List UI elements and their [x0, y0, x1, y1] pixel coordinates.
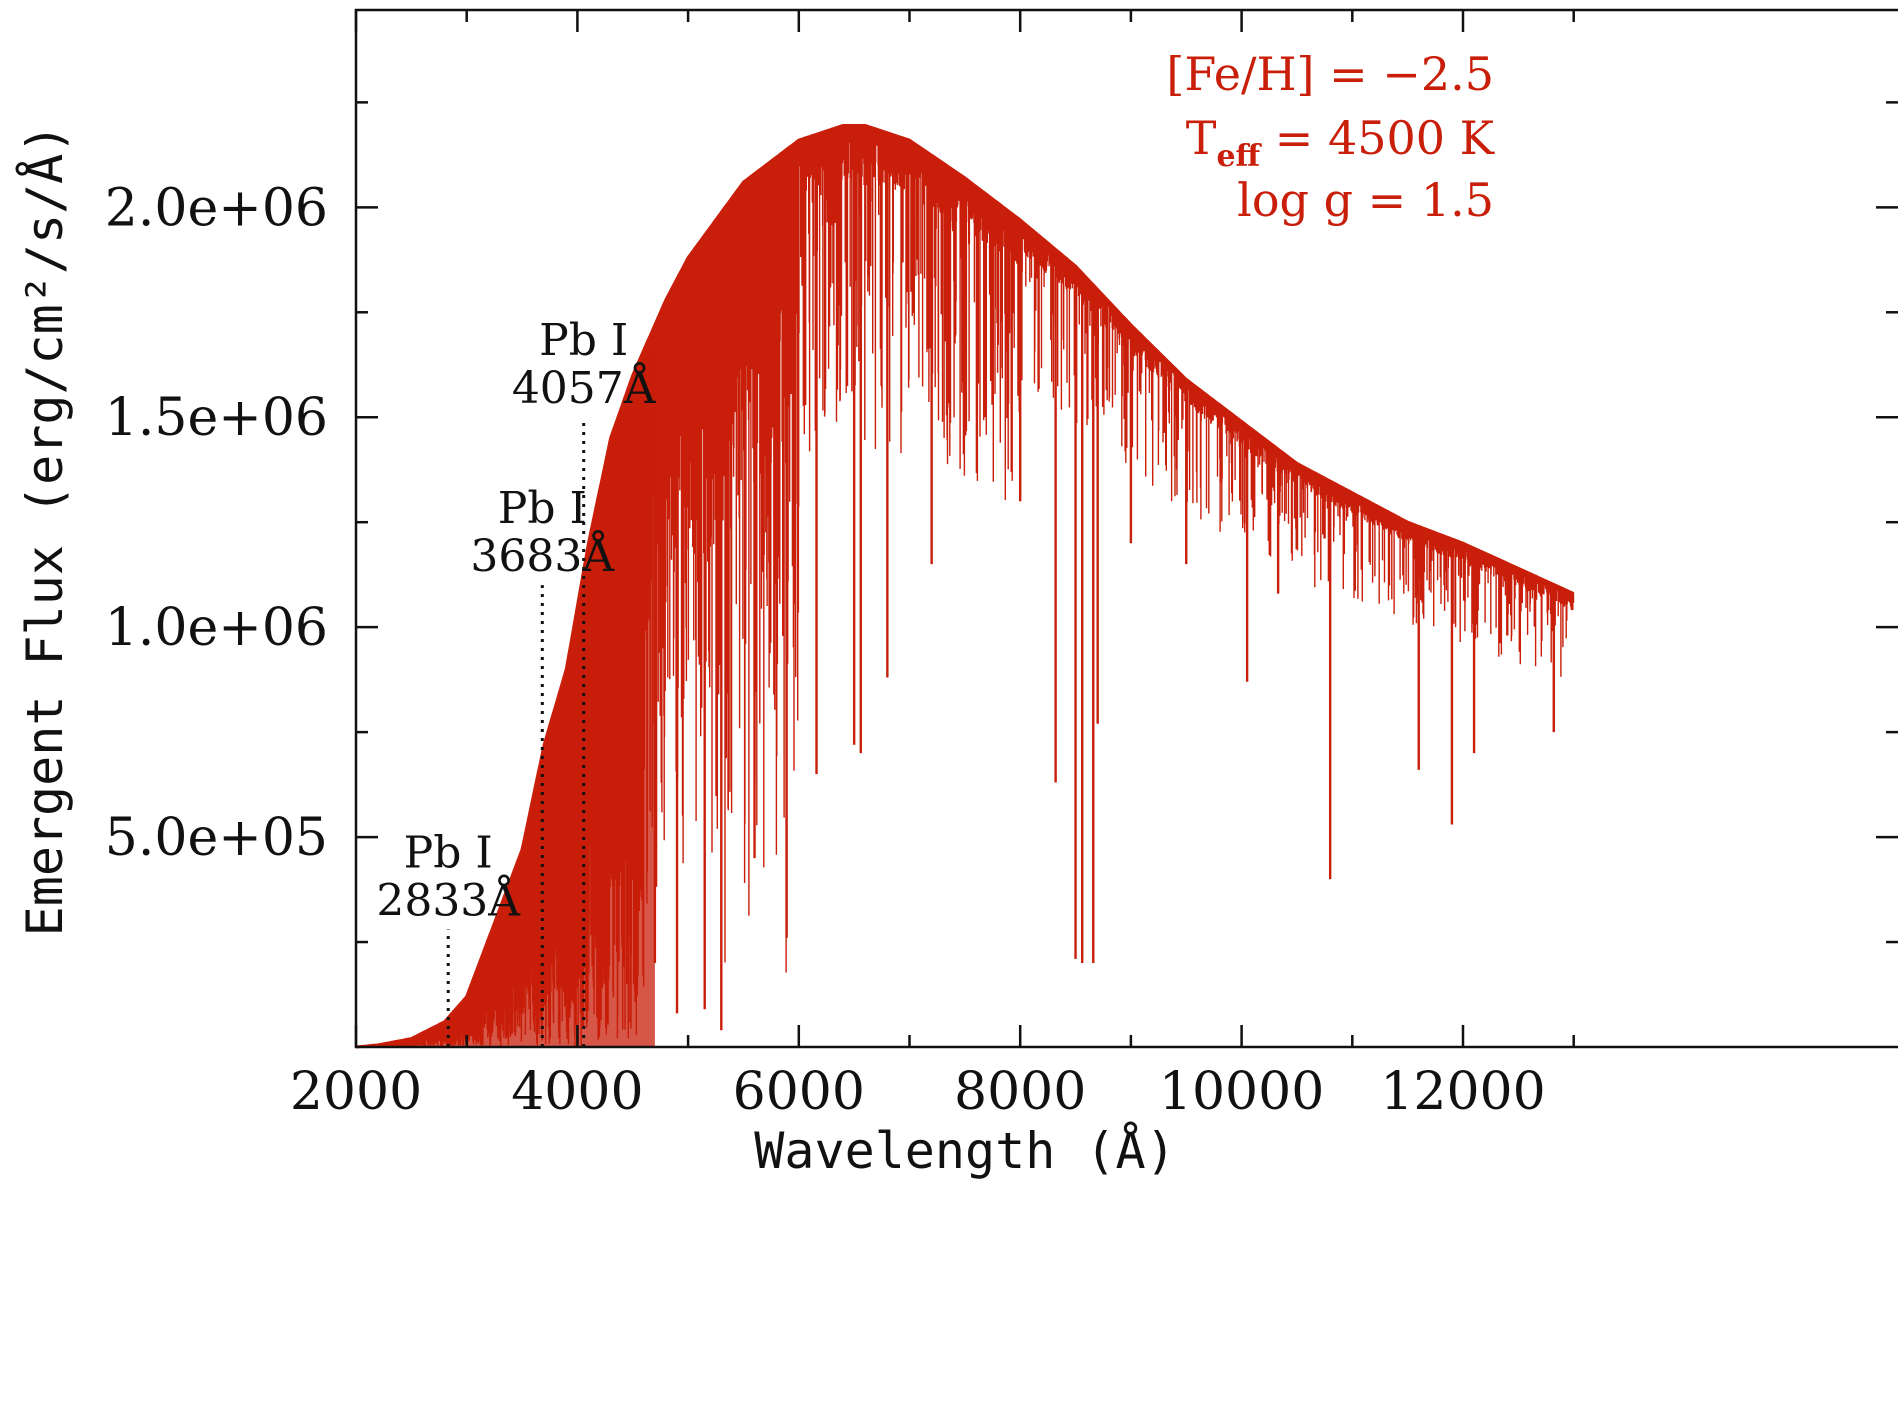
annotation-species-0: Pb I	[404, 827, 493, 878]
spectrum-continuum	[355, 124, 1575, 1049]
x-tick-label: 12000	[1380, 1062, 1545, 1122]
x-tick-labels: 2000 4000 6000 8000 10000 12000	[290, 1062, 1546, 1122]
spectrum-plot	[355, 124, 1575, 1049]
annotation-wavelength-0: 2833Å	[376, 873, 521, 926]
y-tick-label: 2.0e+06	[105, 178, 328, 238]
annotation-species-1: Pb I	[498, 483, 587, 534]
teff-value: = 4500 K	[1260, 111, 1495, 165]
y-axis-title: Emergent Flux (erg/cm²/s/Å)	[16, 124, 74, 937]
y-tick-label: 5.0e+05	[105, 808, 328, 868]
surface-gravity-label: log g = 1.5	[1237, 173, 1494, 227]
x-tick-label: 2000	[290, 1062, 422, 1122]
x-tick-label: 6000	[733, 1062, 865, 1122]
y-tick-labels: 5.0e+05 1.0e+06 1.5e+06 2.0e+06	[105, 178, 328, 868]
x-tick-label: 8000	[954, 1062, 1086, 1122]
annotation-wavelength-2: 4057Å	[512, 361, 657, 414]
teff-label: Teff = 4500 K	[1186, 111, 1496, 174]
axis-ticks	[354, 10, 1898, 1047]
x-tick-label: 10000	[1159, 1062, 1324, 1122]
spectrum-blue-fill	[356, 339, 655, 1047]
stellar-parameters: [Fe/H] = −2.5 Teff = 4500 K log g = 1.5	[1166, 47, 1495, 227]
y-tick-label: 1.0e+06	[105, 598, 328, 658]
teff-subscript: eff	[1216, 139, 1262, 174]
x-tick-label: 4000	[511, 1062, 643, 1122]
annotation-species-2: Pb I	[539, 315, 628, 366]
y-tick-label: 1.5e+06	[105, 388, 328, 448]
annotation-wavelength-1: 3683Å	[470, 529, 615, 582]
x-axis-title: Wavelength (Å)	[754, 1122, 1175, 1180]
teff-symbol: T	[1186, 111, 1217, 165]
plot-frame	[354, 8, 1898, 1049]
metallicity-label: [Fe/H] = −2.5	[1166, 47, 1494, 101]
